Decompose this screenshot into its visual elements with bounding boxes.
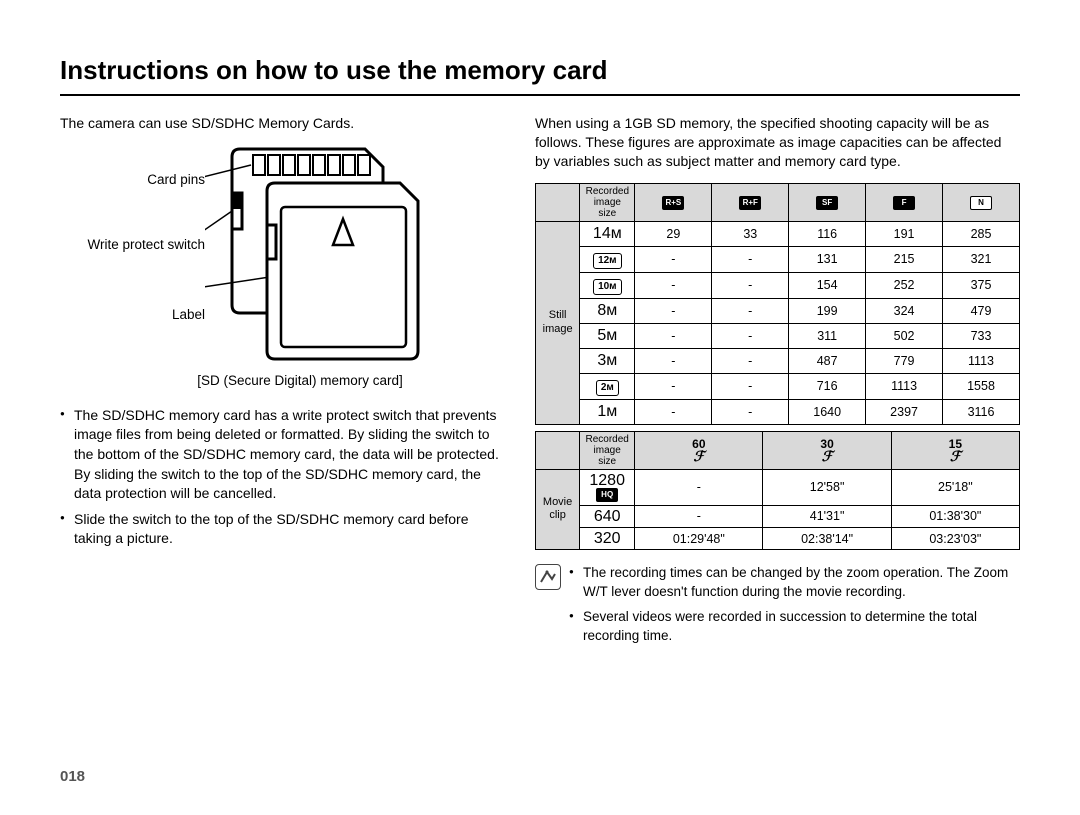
bullet-item: Slide the switch to the top of the SD/SD… (60, 510, 500, 549)
quality-icon: R+F (739, 196, 761, 210)
duration-cell: - (635, 505, 763, 527)
label-write-protect: Write protect switch (60, 238, 205, 252)
size-label: 1280HQ (580, 469, 635, 505)
quality-icon: SF (816, 196, 838, 210)
label-card-pins: Card pins (60, 173, 205, 187)
capacity-cell: 2397 (866, 399, 943, 424)
left-intro: The camera can use SD/SDHC Memory Cards. (60, 114, 500, 133)
capacity-cell: 285 (943, 221, 1020, 246)
capacity-cell: 29 (635, 221, 712, 246)
duration-cell: 41'31" (763, 505, 891, 527)
sd-card-diagram: Card pins Write protect switch Label (60, 145, 500, 365)
capacity-cell: 154 (789, 272, 866, 298)
capacity-cell: - (712, 373, 789, 399)
left-column: The camera can use SD/SDHC Memory Cards.… (60, 114, 500, 652)
sd-card-icon (205, 145, 435, 365)
capacity-cell: 33 (712, 221, 789, 246)
size-label: 2ᴍ (580, 373, 635, 399)
capacity-cell: - (712, 323, 789, 348)
category-movie: Movieclip (536, 469, 580, 550)
capacity-cell: 199 (789, 298, 866, 323)
quality-icon: N (970, 196, 992, 210)
capacity-cell: - (635, 298, 712, 323)
size-label: 320 (580, 528, 635, 550)
capacity-cell: - (635, 348, 712, 373)
size-label: 8ᴍ (580, 298, 635, 323)
fps-icon: 15ℱ (896, 437, 1015, 463)
left-bullets: The SD/SDHC memory card has a write prot… (60, 406, 500, 549)
fps-icon: 30ℱ (767, 437, 886, 463)
movie-table: Recorded image size 60ℱ 30ℱ 15ℱ Moviecli… (535, 431, 1020, 551)
capacity-cell: 487 (789, 348, 866, 373)
duration-cell: 02:38'14" (763, 528, 891, 550)
right-intro: When using a 1GB SD memory, the specifie… (535, 114, 1020, 171)
capacity-cell: 479 (943, 298, 1020, 323)
page-number: 018 (60, 768, 85, 785)
duration-cell: 25'18" (891, 469, 1019, 505)
capacity-cell: 215 (866, 246, 943, 272)
capacity-cell: - (635, 272, 712, 298)
header-recorded-size: Recorded image size (580, 431, 635, 469)
capacity-cell: - (712, 348, 789, 373)
capacity-cell: 502 (866, 323, 943, 348)
capacity-cell: 116 (789, 221, 866, 246)
duration-cell: 03:23'03" (891, 528, 1019, 550)
duration-cell: 01:29'48" (635, 528, 763, 550)
capacity-cell: - (712, 272, 789, 298)
note-icon (535, 564, 561, 590)
size-label: 5ᴍ (580, 323, 635, 348)
duration-cell: 01:38'30" (891, 505, 1019, 527)
capacity-cell: 324 (866, 298, 943, 323)
capacity-cell: 252 (866, 272, 943, 298)
capacity-cell: 1558 (943, 373, 1020, 399)
page-title: Instructions on how to use the memory ca… (60, 55, 1020, 86)
capacity-cell: - (635, 373, 712, 399)
capacity-cell: - (712, 399, 789, 424)
size-label: 640 (580, 505, 635, 527)
capacity-cell: 3116 (943, 399, 1020, 424)
size-label: 3ᴍ (580, 348, 635, 373)
title-rule (60, 94, 1020, 96)
capacity-cell: - (712, 246, 789, 272)
size-label: 1ᴍ (580, 399, 635, 424)
fps-icon: 60ℱ (639, 437, 758, 463)
size-label: 10ᴍ (580, 272, 635, 298)
duration-cell: - (635, 469, 763, 505)
capacity-cell: 1113 (866, 373, 943, 399)
size-label: 12ᴍ (580, 246, 635, 272)
capacity-cell: - (635, 399, 712, 424)
capacity-cell: 716 (789, 373, 866, 399)
size-label: 14ᴍ (580, 221, 635, 246)
note-item: Several videos were recorded in successi… (569, 608, 1020, 646)
capacity-cell: 375 (943, 272, 1020, 298)
duration-cell: 12'58" (763, 469, 891, 505)
quality-icon: F (893, 196, 915, 210)
category-still: Stillimage (536, 221, 580, 424)
right-column: When using a 1GB SD memory, the specifie… (535, 114, 1020, 652)
still-image-table: Recorded image size R+S R+F SF F N Still… (535, 183, 1020, 425)
capacity-cell: 131 (789, 246, 866, 272)
capacity-cell: 311 (789, 323, 866, 348)
capacity-cell: - (635, 323, 712, 348)
header-recorded-size: Recorded image size (580, 183, 635, 221)
label-card-label: Label (60, 308, 205, 322)
diagram-caption: [SD (Secure Digital) memory card] (60, 373, 500, 388)
quality-icon: R+S (662, 196, 684, 210)
note-item: The recording times can be changed by th… (569, 564, 1020, 602)
capacity-cell: 191 (866, 221, 943, 246)
capacity-cell: - (635, 246, 712, 272)
capacity-cell: 321 (943, 246, 1020, 272)
notes: The recording times can be changed by th… (535, 564, 1020, 652)
bullet-item: The SD/SDHC memory card has a write prot… (60, 406, 500, 504)
capacity-cell: - (712, 298, 789, 323)
capacity-cell: 733 (943, 323, 1020, 348)
capacity-cell: 1640 (789, 399, 866, 424)
capacity-cell: 779 (866, 348, 943, 373)
capacity-cell: 1113 (943, 348, 1020, 373)
